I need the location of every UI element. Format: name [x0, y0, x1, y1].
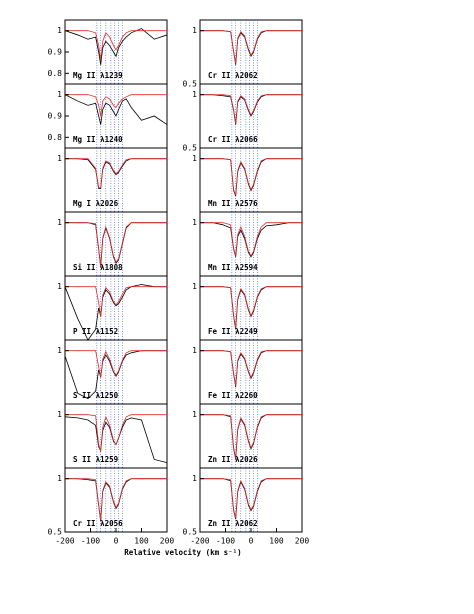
x-tick-label: -100	[81, 537, 100, 546]
x-tick-label: -200	[190, 537, 209, 546]
y-tick-label: 1	[57, 154, 62, 163]
x-tick-label: 200	[295, 537, 310, 546]
spectrum-line	[200, 94, 302, 125]
y-tick-label: 1	[192, 154, 197, 163]
y-tick-label: 1	[57, 474, 62, 483]
panel-label: Mg I λ2026	[73, 199, 119, 208]
y-tick-label: 1	[57, 90, 62, 99]
panel-label: S II λ1250	[73, 391, 119, 400]
y-tick-label: 1	[57, 218, 62, 227]
panel-label: P II λ1152	[73, 327, 118, 336]
spectrum-line	[65, 286, 167, 317]
spectrum-line	[200, 30, 302, 64]
panel-label: Mn II λ2576	[208, 199, 258, 208]
y-tick-label: 1	[57, 410, 62, 419]
spectrum-line	[65, 222, 167, 268]
panel-label: Mn II λ2594	[208, 263, 258, 272]
y-tick-label: 1	[57, 26, 62, 35]
y-tick-label: 0.5	[48, 528, 63, 537]
spectrum-line	[65, 414, 167, 452]
spectrum-line	[65, 478, 167, 521]
x-tick-label: 100	[269, 537, 284, 546]
spectrum-line	[200, 414, 302, 460]
x-tick-label: 100	[134, 537, 149, 546]
spectrum-line	[200, 478, 302, 519]
spectrum-line	[200, 30, 302, 65]
y-tick-label: 1	[57, 282, 62, 291]
y-tick-label: 0.5	[183, 80, 198, 89]
panel-label: Cr II λ2066	[208, 135, 258, 144]
spectrum-line	[200, 94, 302, 124]
panel-label: Zn II λ2062	[208, 519, 258, 528]
y-tick-label: 1	[192, 410, 197, 419]
x-tick-label: -200	[55, 537, 74, 546]
panel-label: Fe II λ2260	[208, 391, 258, 400]
y-tick-label: 1	[192, 90, 197, 99]
y-tick-label: 1	[192, 474, 197, 483]
panel-label: Si II λ1808	[73, 263, 123, 272]
y-tick-label: 0.8	[48, 133, 63, 142]
spectrum-line	[200, 414, 302, 459]
y-tick-label: 1	[192, 346, 197, 355]
spectrum-line	[64, 94, 168, 125]
spectrum-line	[200, 286, 302, 329]
spectrum-line	[65, 478, 167, 522]
panel-label: Cr II λ2056	[73, 519, 123, 528]
y-tick-label: 1	[192, 282, 197, 291]
spectrum-line	[65, 158, 167, 188]
panel-label: S II λ1259	[73, 455, 119, 464]
spectrum-line	[200, 158, 302, 196]
x-tick-label: 0	[249, 537, 254, 546]
panel-label: Zn II λ2026	[208, 455, 258, 464]
y-tick-label: 0.9	[48, 48, 63, 57]
y-tick-label: 0.5	[183, 144, 198, 153]
spectrum-line	[200, 350, 302, 386]
spectrum-line	[65, 222, 167, 267]
x-axis-label: Relative velocity (km s⁻¹)	[124, 548, 241, 557]
panel-label: Cr II λ2062	[208, 71, 258, 80]
panel-label: Mg II λ1239	[73, 71, 123, 80]
spectrum-line	[64, 28, 168, 65]
y-tick-label: 0.9	[48, 112, 63, 121]
spectrum-line	[64, 350, 167, 400]
x-tick-label: 200	[160, 537, 175, 546]
spectrum-line	[200, 286, 302, 330]
panel-label: Mg II λ1240	[73, 135, 123, 144]
spectrum-line	[200, 222, 302, 258]
y-tick-label: 1	[57, 346, 62, 355]
x-tick-label: 0	[114, 537, 119, 546]
spectrum-line	[200, 478, 302, 520]
x-tick-label: -100	[216, 537, 235, 546]
y-tick-label: 1	[192, 26, 197, 35]
spectrum-line	[65, 30, 167, 61]
y-tick-label: 0.8	[48, 69, 63, 78]
y-tick-label: 1	[192, 218, 197, 227]
spectrum-line	[65, 350, 167, 378]
y-tick-label: 0.5	[183, 528, 198, 537]
spectrum-line	[65, 94, 167, 117]
spectrum-line	[200, 222, 302, 257]
panel-label: Fe II λ2249	[208, 327, 258, 336]
spectrum-line	[200, 350, 302, 387]
